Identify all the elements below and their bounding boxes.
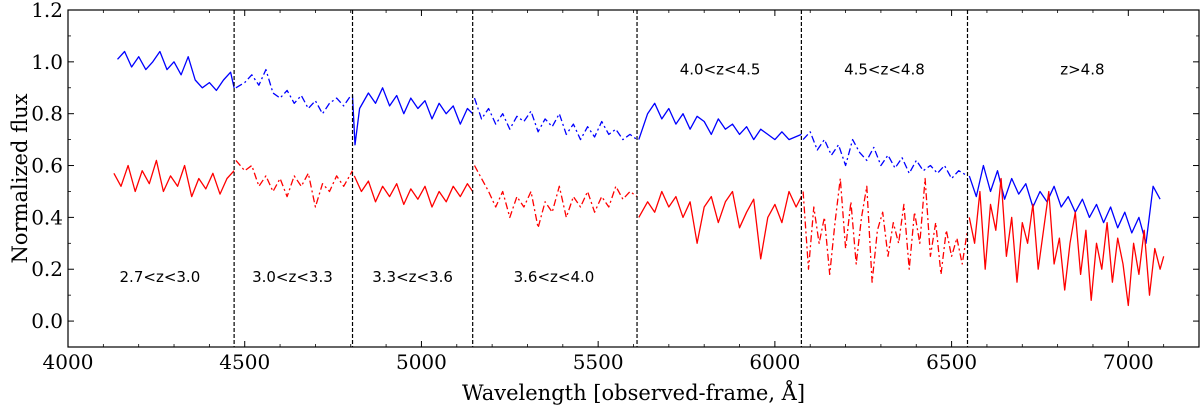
tick-layer: 4000 4500 5000 5500 6000 6500 7000 0.0 0.2 0.4 0.6… bbox=[31, 0, 1199, 374]
redshift-label-4: 4.0<z<4.5 bbox=[680, 61, 761, 79]
x-axis-title: Wavelength [observed-frame, Å] bbox=[462, 380, 805, 405]
y-tick-label-0: 0.0 bbox=[31, 309, 63, 333]
redshift-labels: 2.7<z<3.0 3.0<z<3.3 3.3<z<3.6 3.6<z<4.0 4.0<… bbox=[120, 61, 1105, 286]
y-tick-label-4: 0.8 bbox=[31, 102, 63, 126]
series-line-0 bbox=[117, 50, 235, 92]
x-tick-label-4: 6000 bbox=[749, 350, 800, 374]
series-line-8 bbox=[235, 159, 354, 208]
series-line-12 bbox=[802, 177, 969, 283]
y-tick-label-2: 0.4 bbox=[31, 205, 63, 229]
series-line-7 bbox=[113, 159, 235, 198]
y-tick-label-6: 1.2 bbox=[31, 0, 63, 22]
series-line-11 bbox=[638, 190, 802, 260]
redshift-label-5: 4.5<z<4.8 bbox=[844, 61, 925, 79]
series-line-10 bbox=[473, 165, 638, 229]
redshift-label-0: 2.7<z<3.0 bbox=[120, 268, 201, 286]
redshift-label-2: 3.3<z<3.6 bbox=[372, 268, 453, 286]
plot-frame bbox=[67, 9, 1200, 348]
y-tick-label-1: 0.2 bbox=[31, 257, 63, 281]
x-tick-label-1: 4500 bbox=[219, 350, 270, 374]
boundary-layer bbox=[233, 10, 969, 347]
y-tick-label-5: 1.0 bbox=[31, 50, 63, 74]
redshift-label-1: 3.0<z<3.3 bbox=[252, 268, 333, 286]
series-line-4 bbox=[638, 102, 802, 141]
redshift-label-3: 3.6<z<4.0 bbox=[514, 268, 595, 286]
series-line-1 bbox=[235, 68, 352, 115]
series-line-13 bbox=[968, 177, 1165, 307]
series-line-2 bbox=[351, 87, 474, 146]
x-tick-label-2: 5000 bbox=[396, 350, 447, 374]
series-line-5 bbox=[802, 131, 968, 180]
y-axis-title: Normalized flux bbox=[8, 93, 32, 263]
x-tick-label-6: 7000 bbox=[1103, 350, 1154, 374]
series-layer bbox=[113, 50, 1165, 307]
series-line-9 bbox=[353, 175, 474, 208]
redshift-label-6: z>4.8 bbox=[1060, 61, 1104, 79]
x-tick-label-3: 5500 bbox=[573, 350, 624, 374]
x-tick-label-0: 4000 bbox=[43, 350, 94, 374]
y-tick-label-3: 0.6 bbox=[31, 154, 63, 178]
x-tick-label-5: 6500 bbox=[926, 350, 977, 374]
series-line-3 bbox=[473, 97, 638, 141]
